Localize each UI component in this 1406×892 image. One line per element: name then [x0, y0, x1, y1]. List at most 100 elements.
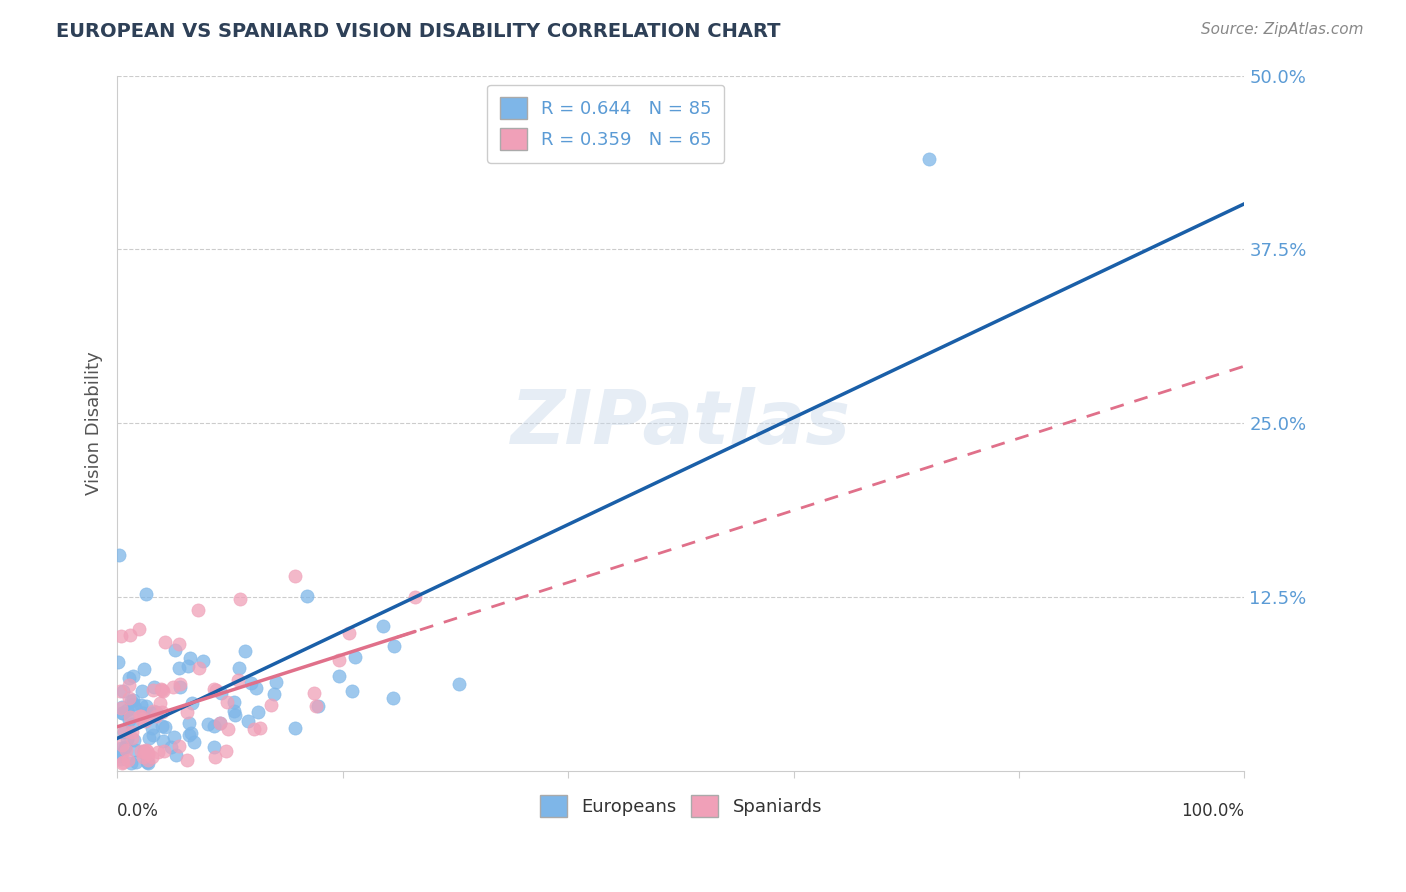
Point [373, 619, 395, 633]
Point [284, 568, 307, 582]
Point [111, 706, 134, 720]
Point [135, 756, 157, 770]
Point [381, 691, 404, 706]
Point [121, 717, 143, 731]
Point [302, 685, 325, 699]
Point [217, 722, 239, 736]
Point [118, 714, 141, 728]
Point [242, 722, 264, 736]
Point [152, 684, 174, 698]
Point [222, 694, 245, 708]
Point [224, 708, 246, 723]
Point [214, 744, 236, 758]
Point [202, 682, 225, 697]
Point [115, 703, 138, 717]
Point [117, 753, 139, 767]
Point [142, 728, 165, 742]
Point [449, 677, 471, 691]
Text: Source: ZipAtlas.com: Source: ZipAtlas.com [1201, 22, 1364, 37]
Point [152, 734, 174, 748]
Point [111, 738, 134, 752]
Point [135, 743, 157, 757]
Point [129, 744, 152, 758]
Point [149, 682, 172, 697]
Point [118, 690, 141, 705]
Point [134, 744, 156, 758]
Point [918, 152, 941, 166]
Point [131, 714, 153, 728]
Point [215, 695, 238, 709]
Point [233, 644, 256, 658]
Point [304, 698, 326, 713]
Point [205, 683, 228, 698]
Point [134, 662, 156, 676]
Point [284, 721, 307, 735]
Point [150, 719, 173, 733]
Point [110, 751, 132, 765]
Point [110, 700, 132, 714]
Text: 0.0%: 0.0% [117, 802, 159, 820]
Point [222, 705, 245, 719]
Point [138, 731, 160, 746]
Point [115, 742, 138, 756]
Point [145, 706, 167, 720]
Point [162, 681, 184, 695]
Point [141, 706, 163, 720]
Point [138, 753, 160, 767]
Point [160, 740, 183, 755]
Point [111, 756, 134, 770]
Point [118, 628, 141, 642]
Point [177, 716, 200, 731]
Point [110, 629, 132, 643]
Point [129, 709, 152, 723]
Point [245, 681, 267, 695]
Point [142, 704, 165, 718]
Point [176, 705, 198, 719]
Point [135, 587, 157, 601]
Point [132, 706, 155, 721]
Point [129, 709, 152, 723]
Point [122, 697, 145, 711]
Y-axis label: Vision Disability: Vision Disability [86, 351, 103, 495]
Point [163, 730, 186, 744]
Point [228, 591, 250, 606]
Text: ZIPatlas: ZIPatlas [510, 386, 851, 459]
Point [146, 745, 169, 759]
Point [167, 637, 190, 651]
Point [149, 696, 172, 710]
Point [124, 743, 146, 757]
Point [179, 728, 201, 742]
Point [135, 699, 157, 714]
Point [129, 698, 152, 712]
Point [179, 651, 201, 665]
Point [176, 754, 198, 768]
Point [169, 739, 191, 754]
Point [110, 741, 132, 756]
Text: 100.0%: 100.0% [1181, 802, 1244, 820]
Point [340, 684, 363, 698]
Point [135, 743, 157, 757]
Point [228, 661, 250, 675]
Point [165, 748, 187, 763]
Point [112, 723, 135, 738]
Point [169, 677, 191, 691]
Point [118, 671, 141, 685]
Point [117, 732, 139, 747]
Point [124, 732, 146, 747]
Point [120, 756, 142, 770]
Point [141, 750, 163, 764]
Point [117, 677, 139, 691]
Point [339, 626, 361, 640]
Point [239, 676, 262, 690]
Text: EUROPEAN VS SPANIARD VISION DISABILITY CORRELATION CHART: EUROPEAN VS SPANIARD VISION DISABILITY C… [56, 22, 780, 41]
Point [125, 756, 148, 770]
Point [264, 675, 287, 690]
Point [249, 721, 271, 735]
Point [111, 746, 134, 760]
Point [169, 681, 191, 695]
Point [180, 696, 202, 710]
Point [134, 745, 156, 759]
Point [165, 643, 187, 657]
Point [145, 709, 167, 723]
Point [134, 714, 156, 729]
